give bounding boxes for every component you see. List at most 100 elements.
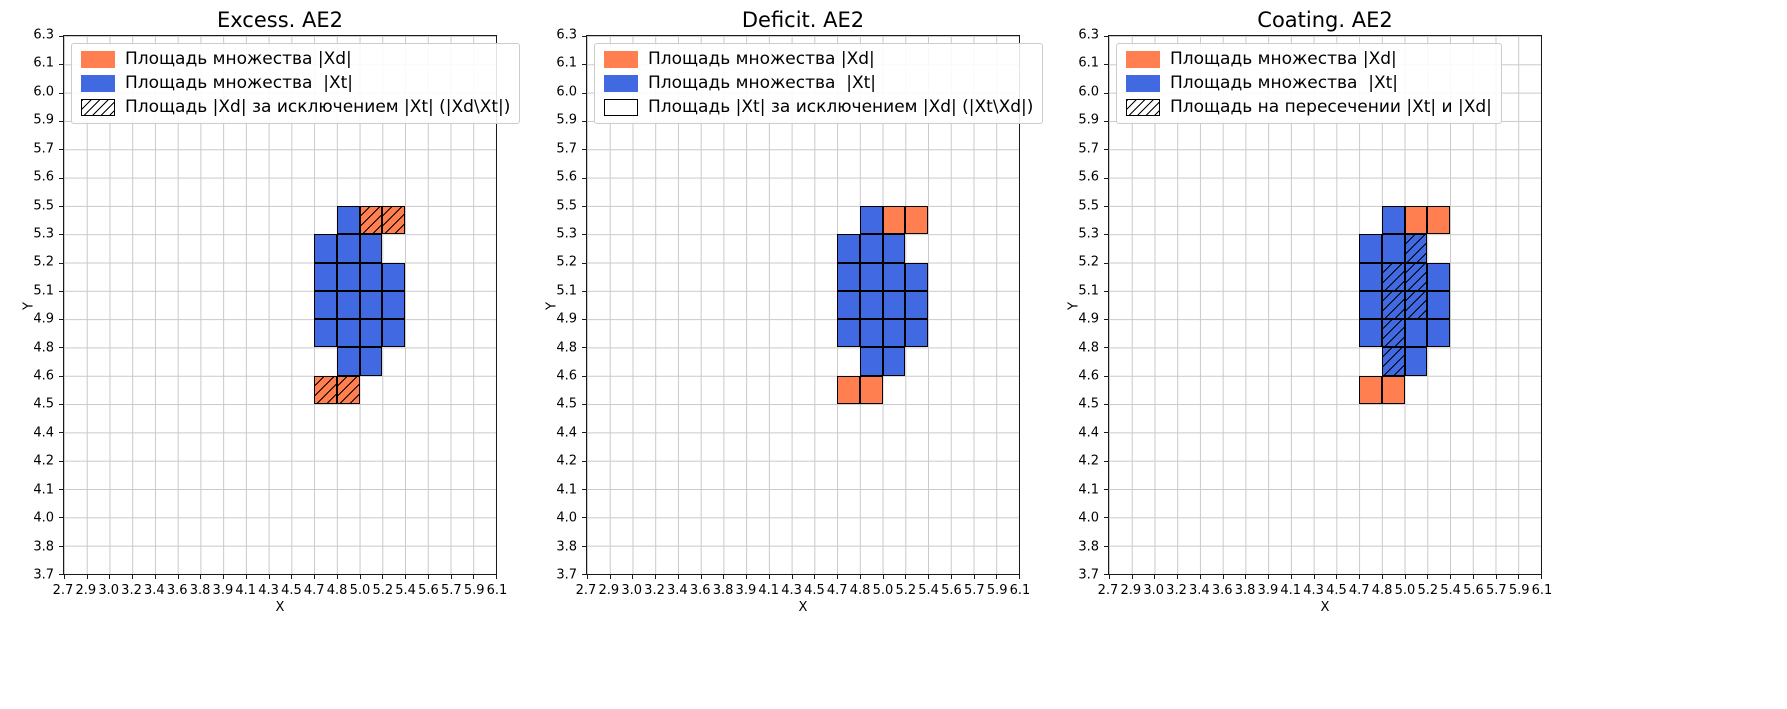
y-tick-label: 4.6 [1078,368,1099,384]
y-tick-label: 5.1 [1078,283,1099,299]
xd-cell [1427,205,1451,235]
y-tick-label: 6.1 [1078,55,1099,71]
x-tick-label: 2.9 [75,583,97,598]
y-tick-mark [1104,347,1109,349]
x-tick-mark [1336,574,1338,579]
xt-cell [336,234,360,263]
y-tick-mark [1104,234,1109,236]
xt-cell [882,319,906,348]
legend-label: Площадь множества |Xt| [1170,73,1399,93]
legend-swatch-solid-blue [1126,74,1160,92]
y-tick-label: 5.3 [33,226,54,242]
x-tick-label: 3.6 [166,583,188,598]
x-tick-mark [791,574,793,579]
x-tick-label: 3.2 [644,583,665,598]
xt-cell [859,205,883,235]
legend-item: Площадь |Xd| за исключением |Xt| (|Xd\Xt… [81,97,510,117]
y-tick-mark [1104,36,1109,37]
y-tick-label: 5.1 [33,283,54,299]
xt-cell [882,290,906,320]
x-tick-mark [746,574,748,579]
y-tick-label: 4.1 [556,482,577,498]
y-tick-mark [582,319,587,321]
y-tick-mark [59,262,64,264]
x-tick-mark [359,574,361,579]
legend-item: Площадь множества |Xd| [81,49,510,69]
legend-label: Площадь множества |Xt| [125,73,354,93]
legend-label: Площадь множества |Xt| [648,73,877,93]
legend-swatch-solid-blue [604,74,638,92]
xt-cell [1381,319,1405,348]
xt-cell [336,290,360,320]
xt-cell [382,319,406,348]
y-tick-mark [59,36,64,37]
y-tick-label: 4.2 [556,453,577,469]
xt-cell [1427,319,1451,348]
x-tick-mark [1131,574,1133,579]
x-tick-mark [1404,574,1406,579]
xt-cell [1381,347,1405,376]
x-tick-mark [496,574,497,579]
y-tick-mark [1104,205,1109,207]
plot-body: Y 6.3 6.1 6.0 5.9 5.7 5.6 5.5 5.3 5.2 5.1 4.9 4.8 4.… [15,29,521,582]
legend: Площадь множества |Xd| Площадь множества … [594,43,1044,124]
x-tick-mark [1381,574,1383,579]
xt-cell [1404,262,1428,291]
legend-item: Площадь множества |Xt| [81,73,510,93]
subplot-coating-ae2: Coating. AE2 Y 6.3 6.1 6.0 5.9 5.7 5.6 5.5 5.3 5… [1060,6,1580,615]
y-tick-mark [582,262,587,264]
xt-cell [336,262,360,291]
xt-cell [1427,290,1451,320]
y-axis-ticks: 6.3 6.1 6.0 5.9 5.7 5.6 5.5 5.3 5.2 5.1 4.9 4.8 4.6 4… [1060,29,1108,582]
y-tick-mark [59,375,64,377]
y-tick-mark [59,234,64,236]
legend-label: Площадь на пересечении |Xt| и |Xd| [1170,97,1492,117]
x-tick-label: 3.8 [189,583,211,598]
xt-cell [1404,234,1428,263]
y-tick-mark [59,149,64,151]
plot-title: Excess. AE2 [216,8,344,32]
x-tick-mark [973,574,975,579]
x-tick-mark [1245,574,1247,579]
y-tick-label: 6.3 [556,27,577,43]
x-tick-mark [1427,574,1429,579]
y-tick-label: 5.2 [556,254,577,270]
x-tick-mark [200,574,202,579]
y-tick-mark [1104,432,1109,434]
x-tick-mark [1472,574,1474,579]
x-tick-label: 4.8 [849,583,871,598]
x-tick-label: 2.7 [575,583,597,598]
x-tick-mark [882,574,884,579]
y-tick-label: 3.8 [556,539,577,555]
xt-cell [336,205,360,235]
x-tick-label: 5.6 [941,583,962,598]
x-tick-mark [655,574,657,579]
x-tick-mark [814,574,816,579]
x-tick-label: 3.9 [212,583,234,598]
y-tick-label: 4.1 [33,482,54,498]
y-tick-label: 4.1 [1078,482,1099,498]
y-tick-mark [59,92,64,94]
legend-swatch-hatched [1126,98,1160,116]
x-tick-mark [609,574,611,579]
xt-cell [336,319,360,348]
y-tick-mark [1104,262,1109,264]
legend-swatch-solid-orange [604,50,638,68]
y-tick-label: 4.2 [33,453,54,469]
y-tick-label: 5.7 [556,141,577,157]
y-axis-ticks: 6.3 6.1 6.0 5.9 5.7 5.6 5.5 5.3 5.2 5.1 4.9 4.8 4.6 4… [15,29,63,582]
x-tick-label: 3.8 [712,583,734,598]
x-tick-mark [1268,574,1270,579]
legend-item: Площадь множества |Xt| [1126,73,1492,93]
y-tick-label: 4.5 [33,396,54,412]
y-tick-label: 6.3 [1078,27,1099,43]
x-tick-mark [1199,574,1201,579]
subplot-deficit-ae2: Deficit. AE2 Y 6.3 6.1 6.0 5.9 5.7 5.6 5.5 5.3 5… [538,6,1058,615]
xt-cell [882,347,906,376]
y-tick-label: 6.0 [556,84,577,100]
xt-cell [837,319,860,348]
xt-cell [1404,290,1428,320]
x-tick-label: 4.7 [826,583,848,598]
xd-cell [1381,375,1405,405]
x-tick-label: 6.1 [1531,583,1553,598]
